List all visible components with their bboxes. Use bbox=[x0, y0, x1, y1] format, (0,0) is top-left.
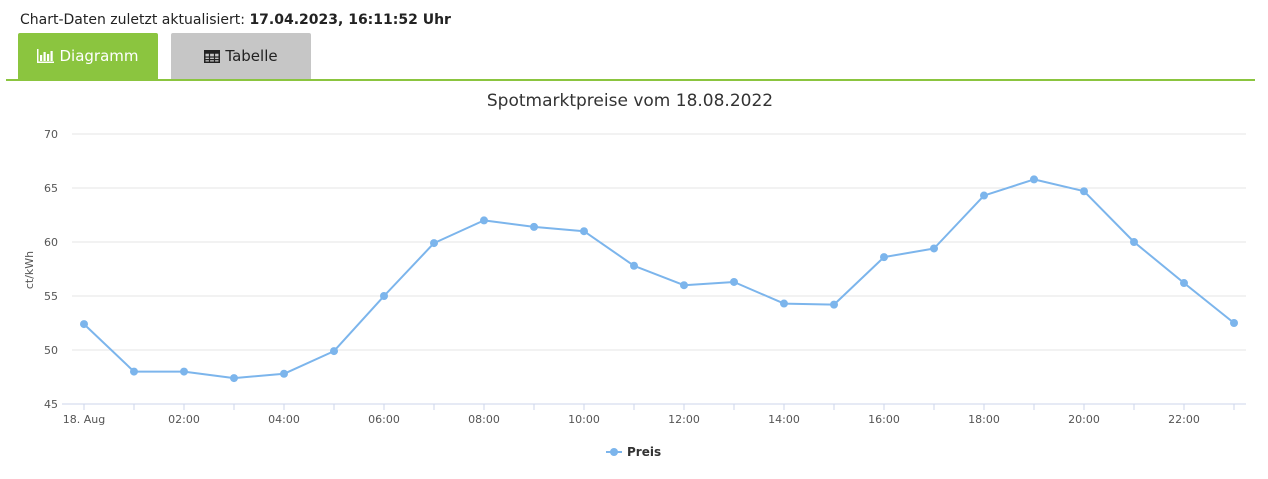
x-tick-label: 06:00 bbox=[368, 413, 400, 426]
tab-underline bbox=[6, 79, 1255, 81]
table-icon bbox=[204, 49, 221, 63]
last-updated-label: Chart-Daten zuletzt aktualisiert: bbox=[20, 12, 250, 28]
x-tick-label: 16:00 bbox=[868, 413, 900, 426]
data-point bbox=[780, 299, 788, 308]
data-point bbox=[1230, 319, 1238, 327]
y-axis-label: ct/kWh bbox=[23, 251, 36, 289]
y-axis-ticks: 45 50 55 60 65 70 bbox=[44, 128, 58, 411]
data-point bbox=[580, 227, 588, 236]
data-point bbox=[80, 320, 88, 329]
data-point bbox=[430, 239, 438, 248]
last-updated-value: 17.04.2023, 16:11:52 Uhr bbox=[249, 12, 451, 28]
data-point bbox=[480, 216, 488, 225]
tab-diagramm[interactable]: Diagramm bbox=[18, 33, 158, 79]
tab-diagramm-label: Diagramm bbox=[59, 47, 139, 65]
data-point bbox=[380, 292, 388, 300]
x-tick-label: 02:00 bbox=[168, 413, 200, 426]
bar-chart-icon bbox=[37, 49, 55, 63]
legend-marker bbox=[610, 448, 618, 456]
x-tick-label: 10:00 bbox=[568, 413, 600, 426]
data-point bbox=[1180, 279, 1188, 288]
data-point bbox=[880, 253, 888, 262]
x-tick-label: 22:00 bbox=[1168, 413, 1200, 426]
x-tick-label: 20:00 bbox=[1068, 413, 1100, 426]
legend[interactable]: Preis bbox=[606, 445, 661, 459]
x-tick-label: 04:00 bbox=[268, 413, 300, 426]
data-point bbox=[980, 191, 988, 200]
tab-tabelle[interactable]: Tabelle bbox=[171, 33, 311, 79]
x-tick-label: 14:00 bbox=[768, 413, 800, 426]
x-tick-label: 08:00 bbox=[468, 413, 500, 426]
x-axis: 18. Aug 02:00 04:00 06:00 08:00 10:00 12:00 14:… bbox=[62, 403, 1246, 426]
tab-tabelle-label: Tabelle bbox=[225, 47, 278, 65]
x-tick-label: 18. Aug bbox=[63, 413, 105, 426]
y-tick-label: 55 bbox=[44, 290, 58, 303]
legend-label-preis: Preis bbox=[627, 445, 661, 459]
x-tick-label: 18:00 bbox=[968, 413, 1000, 426]
y-tick-label: 70 bbox=[44, 128, 58, 141]
y-tick-label: 45 bbox=[44, 398, 58, 411]
data-point bbox=[530, 222, 538, 231]
grid-lines bbox=[72, 133, 1246, 351]
data-point bbox=[730, 277, 738, 286]
data-point bbox=[280, 369, 288, 378]
series-line bbox=[83, 178, 1235, 380]
data-point bbox=[930, 244, 938, 253]
series-preis bbox=[80, 175, 1238, 383]
data-point bbox=[230, 374, 238, 383]
y-tick-label: 65 bbox=[44, 182, 58, 195]
chart-title: Spotmarktpreise vom 18.08.2022 bbox=[487, 91, 773, 111]
data-point bbox=[330, 347, 338, 356]
data-point bbox=[130, 367, 138, 376]
price-chart: Spotmarktpreise vom 18.08.2022 45 50 55 60 6… bbox=[23, 91, 1246, 459]
data-point bbox=[1130, 238, 1138, 246]
data-point bbox=[1080, 187, 1088, 196]
y-tick-label: 60 bbox=[44, 236, 58, 249]
data-point bbox=[180, 367, 188, 376]
data-point bbox=[830, 300, 838, 309]
data-point bbox=[680, 281, 688, 290]
data-point bbox=[1030, 175, 1038, 184]
last-updated-text: Chart-Daten zuletzt aktualisiert: 17.04.… bbox=[20, 12, 451, 28]
data-point bbox=[630, 261, 638, 270]
x-tick-label: 12:00 bbox=[668, 413, 700, 426]
y-tick-label: 50 bbox=[44, 344, 58, 357]
